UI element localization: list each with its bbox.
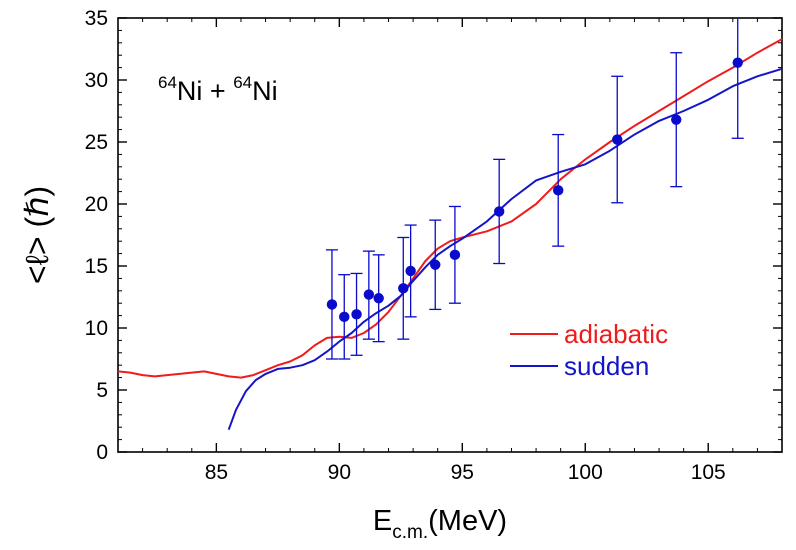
data-point: [351, 309, 362, 320]
y-axis: 0 5 10 15 20 25 30 35: [85, 7, 782, 464]
y-tick-label: 5: [96, 379, 108, 402]
legend-label-adiabatic: adiabatic: [564, 319, 668, 349]
x-tick-label: 100: [568, 461, 603, 484]
x-tick-label: 105: [691, 461, 726, 484]
reaction-element-2: Ni: [252, 76, 278, 106]
plot-frame: [117, 17, 783, 453]
data-point: [612, 134, 623, 145]
x-axis-title-main: E: [373, 505, 392, 537]
x-axis-title: Ec.m.(MeV): [373, 505, 507, 543]
data-point: [326, 299, 338, 310]
y-tick-label: 35: [85, 7, 108, 30]
data-point: [373, 293, 384, 304]
y-tick-label: 10: [85, 317, 108, 340]
data-point: [430, 259, 441, 270]
data-point: [493, 206, 505, 217]
data-point: [339, 311, 350, 323]
y-tick-label: 30: [85, 69, 108, 92]
reaction-mass-2: 64: [233, 73, 252, 92]
y-tick-label: 15: [85, 255, 108, 278]
y-axis-title: <ℓ> (ℏ): [19, 186, 55, 284]
legend: adiabatic sudden: [510, 319, 668, 381]
data-point: [671, 114, 682, 125]
data-point: [732, 57, 743, 68]
data-point: [405, 265, 416, 277]
x-tick-label: 90: [328, 461, 351, 484]
data-point: [398, 283, 409, 294]
y-tick-label: 20: [85, 193, 108, 216]
x-tick-label: 95: [451, 461, 474, 484]
data-point: [449, 249, 461, 261]
x-axis: 85 90 95 100 105: [117, 18, 783, 484]
y-tick-label: 25: [85, 131, 108, 154]
reaction-plus: +: [202, 76, 233, 106]
series-line-sudden: [227, 67, 783, 431]
reaction-label: 64Ni + 64Ni: [158, 73, 278, 106]
x-axis-title-sub: c.m.: [392, 522, 428, 543]
reaction-element-1: Ni: [177, 76, 203, 106]
legend-label-sudden: sudden: [564, 351, 649, 381]
x-tick-label: 85: [205, 461, 228, 484]
y-tick-label: 0: [96, 441, 108, 464]
data-point: [553, 185, 564, 196]
reaction-mass-1: 64: [158, 73, 177, 92]
data-point: [363, 289, 375, 300]
x-axis-title-unit: (MeV): [428, 505, 507, 537]
series-data-points: [325, 18, 744, 360]
